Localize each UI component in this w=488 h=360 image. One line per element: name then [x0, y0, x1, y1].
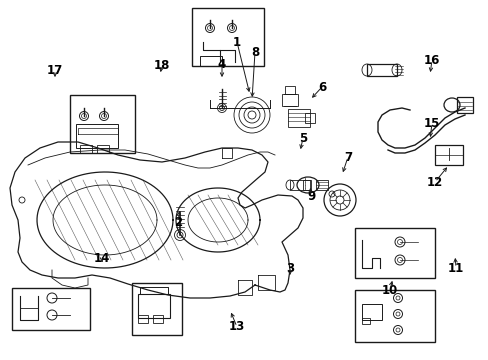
Bar: [153, 315, 163, 323]
Bar: [70, 95, 135, 153]
Bar: [76, 124, 118, 148]
Text: 16: 16: [423, 54, 439, 67]
Text: 10: 10: [381, 284, 397, 297]
Bar: [354, 290, 434, 342]
Bar: [289, 180, 309, 190]
Text: 17: 17: [47, 63, 63, 77]
Text: 13: 13: [228, 320, 244, 333]
Text: 1: 1: [232, 36, 241, 49]
Bar: [434, 145, 462, 165]
Bar: [200, 56, 222, 66]
Bar: [305, 113, 314, 123]
Bar: [361, 304, 381, 320]
Bar: [12, 288, 90, 330]
Bar: [138, 294, 170, 318]
Bar: [287, 109, 309, 127]
Bar: [366, 64, 396, 76]
Bar: [138, 315, 148, 323]
Text: 2: 2: [174, 216, 182, 229]
Text: 3: 3: [285, 261, 293, 275]
Text: 7: 7: [343, 150, 351, 163]
Text: 15: 15: [423, 117, 439, 130]
Text: 14: 14: [94, 252, 110, 265]
Bar: [192, 8, 264, 66]
Text: 8: 8: [250, 45, 259, 59]
Text: 5: 5: [298, 131, 306, 144]
Bar: [361, 318, 369, 324]
Text: 9: 9: [306, 189, 314, 202]
Bar: [354, 228, 434, 278]
Bar: [303, 180, 310, 190]
Text: 11: 11: [447, 261, 463, 275]
Text: 18: 18: [154, 59, 170, 72]
Text: 12: 12: [426, 176, 442, 189]
Text: 4: 4: [218, 58, 225, 71]
Text: 6: 6: [317, 81, 325, 94]
Bar: [80, 145, 92, 153]
Bar: [285, 86, 294, 94]
Bar: [97, 145, 109, 153]
Bar: [132, 283, 182, 335]
Bar: [315, 180, 327, 190]
Bar: [282, 94, 297, 106]
Bar: [456, 97, 472, 113]
